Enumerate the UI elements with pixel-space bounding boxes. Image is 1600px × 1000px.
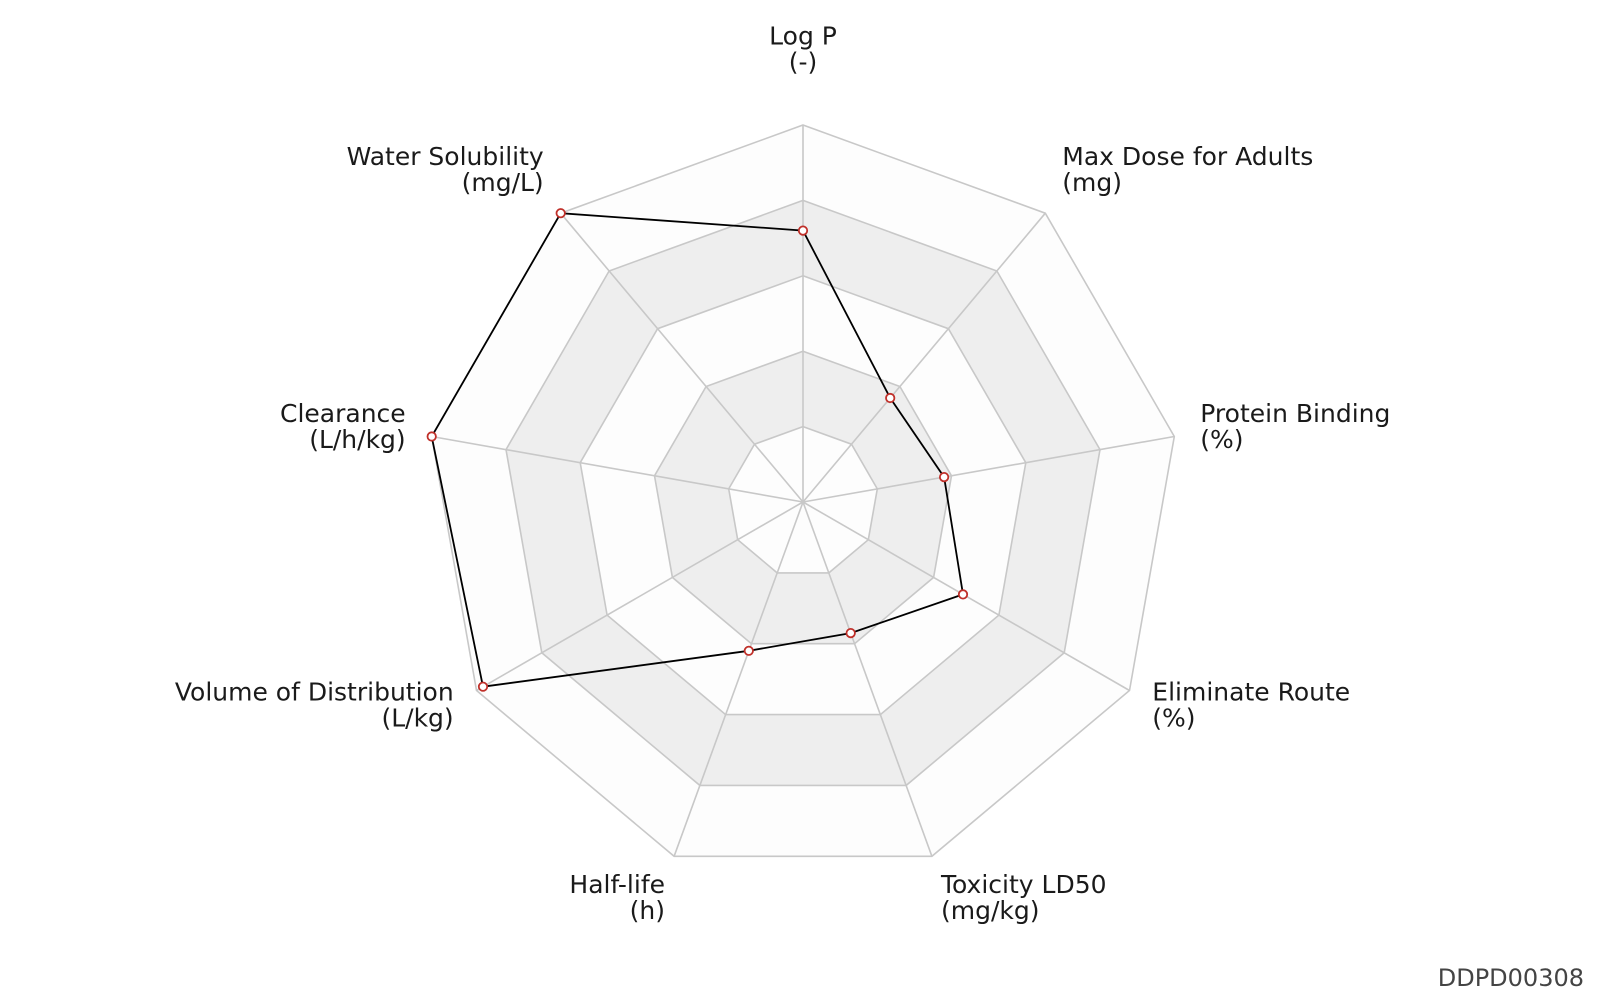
axis-unit: (L/kg) [381, 704, 453, 733]
radar-spokes [431, 125, 1175, 857]
axis-label-6: Half-life (h) [569, 870, 665, 925]
axis-unit: (mg/kg) [941, 896, 1040, 925]
axis-unit: (L/h/kg) [309, 425, 405, 454]
data-point-4 [957, 589, 969, 600]
axis-name: Toxicity LD50 [940, 870, 1107, 899]
radar-series [426, 208, 969, 692]
axis-unit: (mg) [1062, 168, 1122, 197]
axis-name: Water Solubility [347, 142, 544, 171]
axis-unit: (-) [789, 48, 818, 77]
series-line [430, 212, 965, 688]
spoke-8 [431, 435, 804, 503]
axis-label-1: Log P (-) [769, 22, 837, 77]
axis-label-9: Water Solubility (mg/L) [347, 142, 544, 197]
axis-name: Log P [769, 22, 837, 51]
axis-label-2: Max Dose for Adults (mg) [1062, 142, 1313, 197]
spoke-3 [802, 435, 1175, 503]
axis-label-8: Clearance (L/h/kg) [280, 399, 406, 454]
spoke-6 [673, 501, 804, 857]
axis-unit: (%) [1200, 425, 1243, 454]
axis-name: Clearance [280, 399, 406, 428]
spoke-5 [802, 501, 933, 857]
data-point-7 [477, 681, 489, 692]
axis-label-5: Toxicity LD50 (mg/kg) [940, 870, 1107, 925]
axis-unit: (h) [630, 896, 665, 925]
radar-axis-labels: Log P (-) Max Dose for Adults (mg) Protein B… [175, 22, 1390, 925]
data-point-9 [555, 208, 566, 219]
data-point-8 [426, 431, 437, 442]
axis-label-4: Eliminate Route (%) [1152, 678, 1350, 733]
data-point-5 [845, 627, 856, 639]
data-point-3 [938, 471, 950, 483]
axis-unit: (%) [1152, 704, 1195, 733]
chart-id-label: DDPD00308 [1437, 964, 1584, 992]
data-point-2 [885, 392, 896, 404]
spoke-7 [476, 501, 804, 692]
axis-name: Eliminate Route [1152, 678, 1350, 707]
axis-name: Volume of Distribution [175, 678, 454, 707]
spoke-2 [802, 212, 1046, 503]
spoke-9 [560, 212, 804, 503]
axis-name: Protein Binding [1200, 399, 1390, 428]
data-point-1 [797, 225, 809, 236]
data-point-6 [743, 645, 754, 656]
axis-unit: (mg/L) [462, 168, 544, 197]
axis-label-3: Protein Binding (%) [1200, 399, 1390, 454]
axis-name: Half-life [569, 870, 665, 899]
axis-name: Max Dose for Adults [1062, 142, 1313, 171]
axis-label-7: Volume of Distribution (L/kg) [175, 678, 454, 733]
